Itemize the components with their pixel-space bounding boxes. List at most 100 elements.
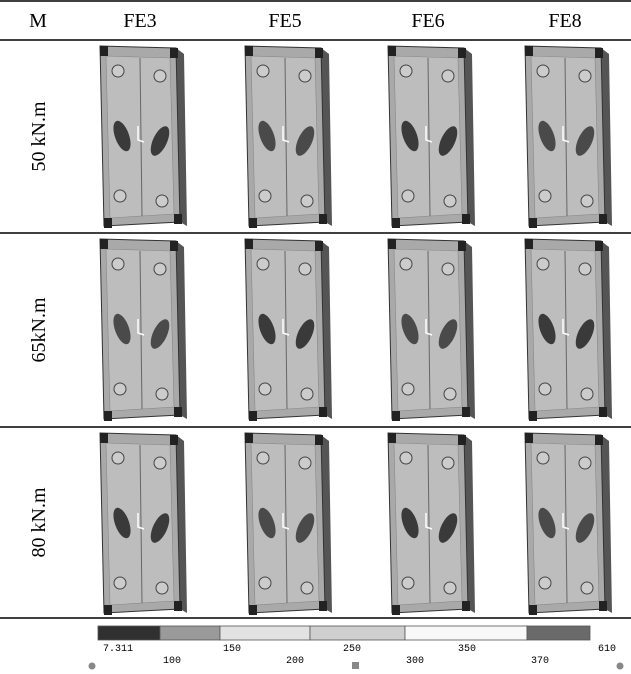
legend-label: 610 (598, 644, 616, 655)
plate-hole (257, 258, 269, 270)
column-header: FE5 (268, 10, 301, 32)
plate-hole (301, 195, 313, 207)
plate-corner (100, 239, 108, 249)
legend-label: 300 (406, 656, 424, 667)
fe-plate (245, 46, 332, 228)
plate-corner (249, 605, 257, 615)
plate-hole (444, 195, 456, 207)
plate-corner (174, 214, 182, 224)
legend-label: 250 (343, 644, 361, 655)
plate-hole (114, 577, 126, 589)
plate-corner (319, 601, 327, 611)
plate-corner (595, 48, 603, 58)
legend-label: 200 (286, 656, 304, 667)
row-label: 50 kN.m (28, 101, 50, 171)
plate-corner (319, 214, 327, 224)
plate-hole (154, 263, 166, 275)
plate-corner (245, 46, 253, 56)
plate-corner (458, 48, 466, 58)
plate-corner (104, 218, 112, 228)
plate-corner (249, 218, 257, 228)
legend-label: 100 (163, 656, 181, 667)
plate-hole (301, 582, 313, 594)
plate-corner (599, 407, 607, 417)
plate-hole (112, 452, 124, 464)
fe-plate (388, 433, 475, 615)
plate-corner (315, 435, 323, 445)
plate-hole (442, 263, 454, 275)
plate-corner (170, 241, 178, 251)
plate-hole (400, 258, 412, 270)
plate-corner (525, 46, 533, 56)
plate-corner (104, 605, 112, 615)
plate-corner (458, 435, 466, 445)
plate-corner (388, 46, 396, 56)
plate-corner (100, 433, 108, 443)
plate-corner (392, 605, 400, 615)
plate-hole (579, 457, 591, 469)
color-bar (98, 626, 590, 640)
plate-hole (581, 195, 593, 207)
fe-plate (388, 239, 475, 421)
plate-hole (539, 577, 551, 589)
plate-corner (315, 48, 323, 58)
fe-plate (525, 239, 612, 421)
plate-corner (458, 241, 466, 251)
plate-corner (599, 601, 607, 611)
column-header: M (29, 10, 47, 32)
plate-corner (388, 239, 396, 249)
plate-hole (154, 457, 166, 469)
plate-hole (156, 388, 168, 400)
plate-corner (319, 407, 327, 417)
plate-hole (257, 452, 269, 464)
plate-corner (174, 601, 182, 611)
plate-hole (154, 70, 166, 82)
plate-hole (402, 190, 414, 202)
plate-corner (174, 407, 182, 417)
plate-hole (444, 582, 456, 594)
plate-hole (402, 383, 414, 395)
fe-plate (388, 46, 475, 228)
row-label: 80 kN.m (28, 487, 50, 557)
plate-corner (529, 218, 537, 228)
plate-corner (245, 433, 253, 443)
plate-hole (537, 452, 549, 464)
plate-hole (400, 452, 412, 464)
fe-plate (525, 433, 612, 615)
plate-hole (581, 388, 593, 400)
fe-plate (245, 239, 332, 421)
fe-plate (245, 433, 332, 615)
fe-plate (100, 239, 187, 421)
column-header: FE6 (411, 10, 444, 32)
plate-corner (100, 46, 108, 56)
fe-plate (100, 433, 187, 615)
plate-hole (579, 70, 591, 82)
plate-corner (170, 48, 178, 58)
plate-corner (245, 239, 253, 249)
plate-corner (529, 411, 537, 421)
figure-table: MFE3FE5FE6FE850 kN.m65kN.m80 kN.m7.31110… (0, 0, 631, 674)
plate-hole (112, 65, 124, 77)
fe-plate (525, 46, 612, 228)
plate-hole (400, 65, 412, 77)
legend-label: 350 (458, 644, 476, 655)
plate-hole (114, 383, 126, 395)
plate-corner (388, 433, 396, 443)
plate-hole (442, 457, 454, 469)
plate-corner (595, 435, 603, 445)
plate-hole (537, 258, 549, 270)
plate-hole (402, 577, 414, 589)
plate-corner (599, 214, 607, 224)
marker (89, 663, 96, 670)
plate-corner (462, 407, 470, 417)
column-header: FE3 (123, 10, 156, 32)
plate-hole (156, 582, 168, 594)
legend-label: 7.311 (103, 644, 133, 655)
column-header: FE8 (548, 10, 581, 32)
plate-hole (539, 190, 551, 202)
plate-hole (442, 70, 454, 82)
plate-hole (259, 383, 271, 395)
plate-corner (104, 411, 112, 421)
plate-hole (301, 388, 313, 400)
plate-hole (156, 195, 168, 207)
